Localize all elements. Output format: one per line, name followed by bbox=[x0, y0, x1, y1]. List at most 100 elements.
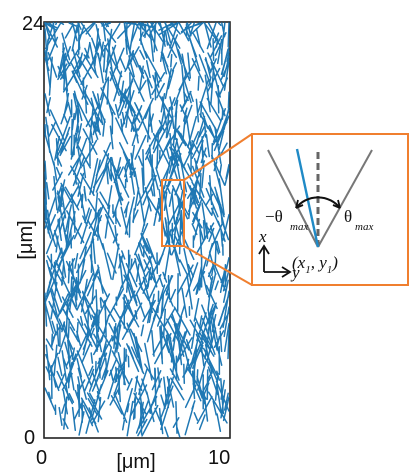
fiber-segment bbox=[81, 139, 98, 167]
fiber-segment bbox=[151, 370, 162, 391]
fiber-segment bbox=[97, 52, 104, 84]
fiber-segment bbox=[127, 274, 138, 304]
fiber-segment bbox=[173, 233, 181, 248]
fiber-segment bbox=[222, 223, 230, 241]
fiber-segment bbox=[64, 24, 74, 39]
fiber-segment bbox=[216, 335, 221, 347]
fiber-segment bbox=[106, 78, 110, 105]
fiber-segment bbox=[127, 66, 145, 102]
fiber-segment bbox=[108, 358, 118, 377]
fiber-segment bbox=[106, 162, 112, 180]
fiber-segment bbox=[151, 174, 156, 197]
fiber-segment bbox=[55, 235, 59, 253]
fiber-segment bbox=[68, 361, 73, 384]
fiber-segment bbox=[89, 254, 96, 280]
fiber-segment bbox=[198, 54, 213, 89]
fiber-segment bbox=[83, 54, 99, 79]
fiber-segment bbox=[166, 330, 176, 368]
fiber-segment bbox=[139, 22, 156, 29]
fiber-segment bbox=[191, 165, 205, 198]
fiber-segment bbox=[107, 288, 125, 318]
fiber-segment bbox=[111, 350, 130, 385]
fiber-segment bbox=[144, 23, 147, 39]
fiber-segment bbox=[209, 364, 218, 381]
fiber-segment bbox=[205, 187, 219, 218]
fiber-segment bbox=[124, 78, 134, 109]
fiber-segment bbox=[117, 22, 133, 40]
fiber-segment bbox=[196, 139, 204, 164]
left-angle-sub: max bbox=[290, 221, 308, 233]
fiber-segment bbox=[194, 317, 201, 330]
fiber-segment bbox=[198, 325, 213, 349]
fiber-segment bbox=[216, 240, 221, 254]
fiber-segment bbox=[117, 375, 121, 395]
fiber-segment bbox=[191, 339, 199, 363]
fiber-segment bbox=[166, 22, 179, 27]
fiber-segment bbox=[50, 290, 59, 319]
fiber-segment bbox=[119, 80, 125, 102]
fiber-segment bbox=[103, 44, 123, 78]
fiber-segment bbox=[182, 107, 188, 122]
fiber-segment bbox=[135, 293, 146, 318]
fiber-segment bbox=[44, 387, 56, 412]
fiber-segment bbox=[133, 119, 139, 144]
fiber-segment bbox=[114, 354, 128, 384]
fiber-segment bbox=[45, 366, 51, 377]
fiber-segment bbox=[216, 413, 222, 433]
fiber-segment bbox=[67, 318, 71, 339]
fiber-segment bbox=[89, 158, 99, 196]
fiber-segment bbox=[78, 411, 85, 436]
fiber-segment bbox=[146, 302, 153, 324]
fiber-segment bbox=[53, 161, 58, 181]
fiber-segment bbox=[162, 308, 167, 336]
x-tick-min: 0 bbox=[36, 447, 47, 469]
fiber-segment bbox=[223, 392, 229, 411]
fiber-segment bbox=[118, 142, 134, 171]
fiber-segment bbox=[81, 290, 93, 321]
fiber-segment bbox=[156, 292, 170, 327]
fiber-segment bbox=[169, 132, 174, 161]
fiber-segment bbox=[160, 394, 166, 410]
fiber-segment bbox=[194, 344, 198, 359]
fiber-segment bbox=[197, 78, 210, 114]
fiber-segment bbox=[142, 190, 150, 206]
fiber-segment bbox=[139, 22, 142, 45]
fiber-segment bbox=[173, 38, 183, 65]
zoom-connector-bottom bbox=[183, 245, 253, 286]
zoom-box bbox=[161, 179, 185, 247]
cone-right-line bbox=[317, 149, 373, 248]
fiber-segment bbox=[112, 210, 122, 227]
fiber-segment bbox=[163, 307, 176, 327]
fiber-segment bbox=[167, 378, 171, 396]
fiber-segment bbox=[195, 207, 199, 218]
fiber-segment bbox=[58, 332, 67, 355]
fiber-segment bbox=[215, 342, 223, 366]
fiber-segment bbox=[134, 134, 147, 160]
fiber-segment bbox=[77, 367, 88, 400]
fiber-segment bbox=[76, 321, 79, 340]
fiber-segment bbox=[71, 22, 78, 42]
fiber-segment bbox=[159, 31, 166, 63]
fiber-segment bbox=[218, 178, 225, 216]
fiber-segment bbox=[56, 323, 60, 347]
fiber-segment bbox=[82, 128, 98, 155]
fiber-segment bbox=[99, 338, 108, 367]
fiber-segment bbox=[158, 95, 173, 119]
fiber-segment bbox=[87, 198, 102, 222]
fiber-segment bbox=[209, 272, 217, 296]
inset-y-axis-arrowhead bbox=[281, 266, 292, 278]
fiber-segment bbox=[103, 347, 112, 380]
fiber-segment bbox=[134, 375, 139, 393]
fiber-segment bbox=[57, 234, 75, 269]
fiber-segment bbox=[104, 204, 111, 239]
fiber-segment bbox=[106, 28, 113, 63]
fiber-segment bbox=[124, 196, 135, 235]
fiber-segment bbox=[120, 258, 137, 289]
fiber-segment bbox=[84, 90, 88, 114]
fiber-segment bbox=[102, 45, 106, 73]
fiber-segment bbox=[104, 357, 108, 374]
fiber-segment bbox=[195, 333, 204, 349]
fiber-segment bbox=[88, 365, 94, 376]
fiber-segment bbox=[98, 198, 115, 225]
fiber-segment bbox=[169, 96, 174, 110]
